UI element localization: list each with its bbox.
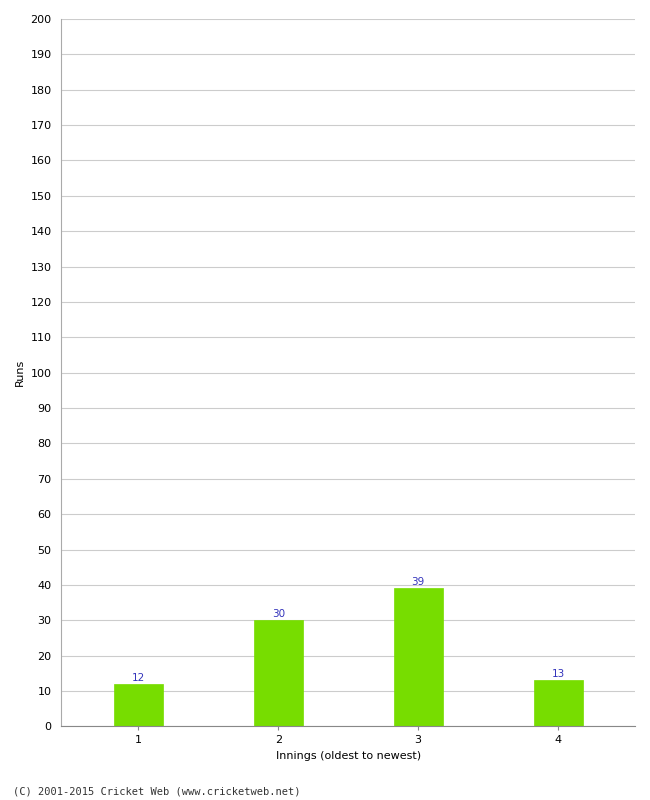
Bar bbox=[394, 589, 443, 726]
Bar bbox=[114, 684, 163, 726]
Bar bbox=[254, 620, 303, 726]
Y-axis label: Runs: Runs bbox=[15, 359, 25, 386]
Text: 39: 39 bbox=[411, 577, 425, 587]
Text: 30: 30 bbox=[272, 609, 285, 619]
Bar bbox=[534, 681, 582, 726]
X-axis label: Innings (oldest to newest): Innings (oldest to newest) bbox=[276, 751, 421, 761]
Text: 12: 12 bbox=[132, 673, 145, 682]
Text: 13: 13 bbox=[551, 669, 565, 679]
Text: (C) 2001-2015 Cricket Web (www.cricketweb.net): (C) 2001-2015 Cricket Web (www.cricketwe… bbox=[13, 786, 300, 796]
